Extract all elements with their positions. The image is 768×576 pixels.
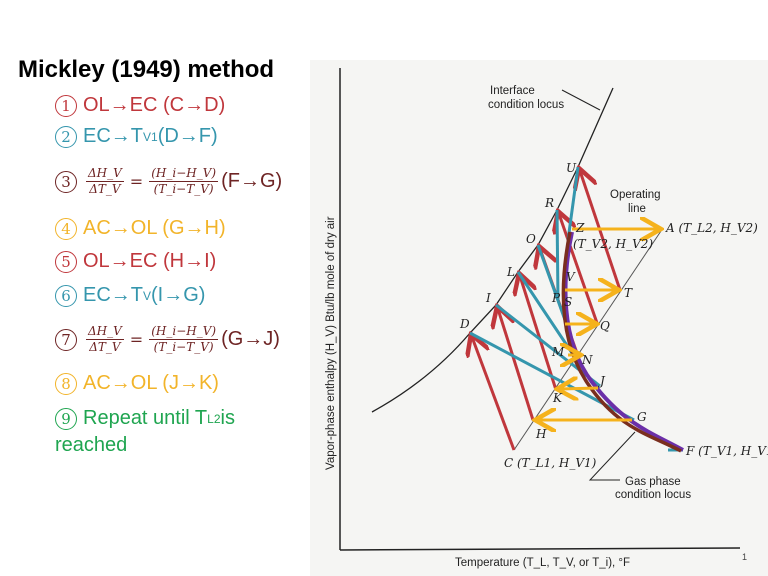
step-subscript: L2	[207, 411, 221, 426]
step-number: 1	[55, 94, 77, 117]
step-6: 6 EC→T V (I→G)	[55, 284, 205, 307]
step-1: 1 OL→EC (C→D)	[55, 94, 225, 117]
label-z-coords: (T_V2, H_V2)	[573, 237, 653, 251]
step-4: 4 AC→OL (G→H)	[55, 217, 226, 240]
step-2: 2 EC→T V1 (D→F)	[55, 125, 218, 148]
step-9-continued: reached	[55, 434, 128, 456]
label-a: A (T_L2, H_V2)	[665, 221, 758, 235]
label-u: U	[566, 161, 577, 175]
denominator: (T_i−T_V)	[153, 182, 214, 196]
step-9: 9 Repeat until T L2 is	[55, 407, 235, 430]
operating-line-label-2: line	[628, 203, 646, 215]
arrow-h-i	[498, 309, 535, 421]
scanned-figure-background	[310, 60, 768, 576]
x-axis	[339, 547, 741, 551]
step-text: AC→OL (J→K)	[83, 372, 219, 394]
step-number: 8	[55, 372, 77, 395]
label-v: V	[566, 270, 576, 284]
line-u-z	[566, 166, 580, 241]
lhs-fraction: ΔH_V ΔT_V	[86, 324, 124, 355]
label-o: O	[526, 232, 536, 246]
gas-phase-condition-locus	[563, 231, 684, 452]
step-text-b: (D→F)	[157, 125, 218, 147]
step-7: 7 ΔH_V ΔT_V = (H_i−H_V) (T_i−T_V) (G→J)	[55, 324, 280, 355]
line-l-m	[516, 271, 576, 357]
step-text: AC→OL (G→H)	[83, 217, 226, 239]
step-text: OL→EC (C→D)	[83, 94, 226, 116]
step-text-b: (I→G)	[151, 284, 206, 306]
interface-condition-locus	[371, 87, 614, 413]
step-number: 3	[55, 170, 77, 193]
step-number: 2	[55, 125, 77, 148]
rhs-fraction: (H_i−H_V) (T_i−T_V)	[149, 324, 219, 355]
step-text: EC→T	[83, 125, 143, 147]
step-text: Repeat until T	[83, 407, 208, 429]
arrow-j-k	[560, 388, 599, 389]
gas-locus-label: Gas phase	[625, 476, 681, 488]
ac-to-ol-arrows	[538, 229, 658, 420]
denominator: ΔT_V	[89, 340, 121, 354]
label-c: C (T_L1, H_V1)	[504, 456, 597, 470]
page-number: 1	[742, 552, 748, 562]
rhs-fraction: (H_i−H_V) (T_i−T_V)	[149, 166, 219, 197]
arrow-k-l	[520, 276, 558, 391]
step-subscript: V1	[143, 129, 158, 144]
operating-line-label: Operating	[610, 189, 661, 201]
step-number: 6	[55, 284, 77, 307]
numerator: ΔH_V	[86, 324, 124, 340]
arrow-q-r	[559, 214, 599, 324]
equals: =	[129, 330, 144, 349]
denominator: ΔT_V	[89, 182, 121, 196]
gas-locus-leader	[588, 431, 636, 481]
label-p: P	[551, 291, 561, 305]
arrow-c-d	[472, 337, 516, 451]
label-i: I	[485, 291, 491, 305]
label-j: J	[597, 374, 606, 388]
point-labels: A (T_L2, H_V2) C (T_L1, H_V1) F (T_V1, H…	[459, 161, 768, 470]
step-text: (G→J)	[221, 328, 280, 350]
denominator: (T_i−T_V)	[153, 340, 214, 354]
step-text-b: is	[220, 407, 235, 429]
line-o-p	[536, 244, 567, 321]
label-k: K	[552, 391, 563, 405]
label-g: G	[637, 410, 647, 424]
line-r-s	[555, 209, 560, 301]
numerator: (H_i−H_V)	[149, 166, 219, 182]
label-m: M	[551, 345, 565, 359]
step-text: (F→G)	[221, 170, 283, 192]
label-l: L	[506, 265, 515, 279]
label-t: T	[624, 286, 633, 300]
step-8: 8 AC→OL (J→K)	[55, 372, 219, 395]
step-number: 7	[55, 328, 77, 351]
label-h: H	[535, 427, 547, 441]
numerator: ΔH_V	[86, 166, 124, 182]
label-z: Z	[575, 221, 585, 235]
step-number: 5	[55, 250, 77, 273]
gas-locus-label-2: condition locus	[615, 489, 691, 501]
label-n: N	[581, 353, 593, 367]
equals: =	[129, 172, 144, 191]
label-f: F (T_V1, H_V1)	[685, 444, 768, 458]
step-3: 3 ΔH_V ΔT_V = (H_i−H_V) (T_i−T_V) (F→G)	[55, 166, 282, 197]
label-r: R	[544, 196, 554, 210]
step-text: OL→EC (H→I)	[83, 250, 217, 272]
slope-construction-curve	[561, 231, 682, 453]
label-s: S	[564, 295, 572, 309]
numerator: (H_i−H_V)	[149, 324, 219, 340]
lhs-fraction: ΔH_V ΔT_V	[86, 166, 124, 197]
interface-locus-label-2: condition locus	[488, 99, 564, 111]
step-number: 4	[55, 217, 77, 240]
interface-locus-label: Interface	[490, 85, 535, 97]
step-5: 5 OL→EC (H→I)	[55, 250, 216, 273]
step-subscript: V	[143, 288, 152, 303]
y-axis-label: Vapor-phase enthalpy (H_V) Btu/lb mole o…	[325, 216, 337, 470]
slide-title: Mickley (1949) method	[18, 56, 275, 83]
x-axis-label: Temperature (T_L, T_V, or T_i), °F	[455, 557, 630, 569]
step-text: EC→T	[83, 284, 143, 306]
label-d: D	[459, 317, 470, 331]
step-number: 9	[55, 407, 77, 430]
label-q: Q	[600, 319, 610, 333]
interface-leader	[561, 89, 601, 111]
